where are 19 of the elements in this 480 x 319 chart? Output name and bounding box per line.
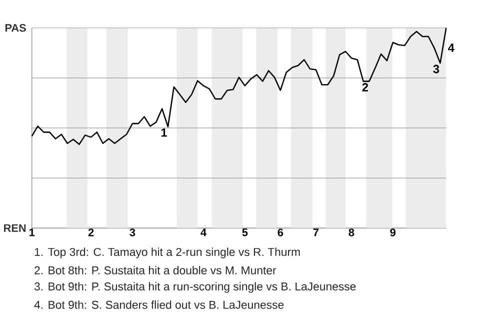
text: 2. Bot 8th: P. Sustaita hit a double vs M. Munter	[34, 266, 276, 275]
x-tick-label: 5	[242, 228, 248, 236]
x-tick-label: 8	[348, 228, 354, 236]
text: PAS	[5, 24, 26, 32]
text: REN	[4, 224, 26, 232]
x-tick-label: 9	[390, 228, 396, 236]
annotation: 3	[433, 64, 440, 74]
x-tick-label: 4	[200, 228, 206, 236]
text: 4	[448, 44, 454, 52]
x-tick-label: 6	[278, 228, 284, 236]
x-tick-label: 1	[29, 228, 35, 236]
annotation: 2	[362, 83, 368, 92]
x-tick-label: 2	[88, 228, 94, 236]
x-tick-label: 3	[130, 228, 136, 236]
text: 3. Bot 9th: P. Sustaita hit a run-scoring single vs B. LaJeunesse	[34, 282, 356, 293]
text: 1. Top 3rd: C. Tamayo hit a 2-run single vs R. Thurm	[34, 248, 300, 258]
x-tick-label: 7	[313, 228, 318, 236]
text: 4. Bot 9th: S. Sanders flied out vs B. LaJeunesse	[34, 300, 284, 309]
annotation: 1	[161, 128, 167, 137]
